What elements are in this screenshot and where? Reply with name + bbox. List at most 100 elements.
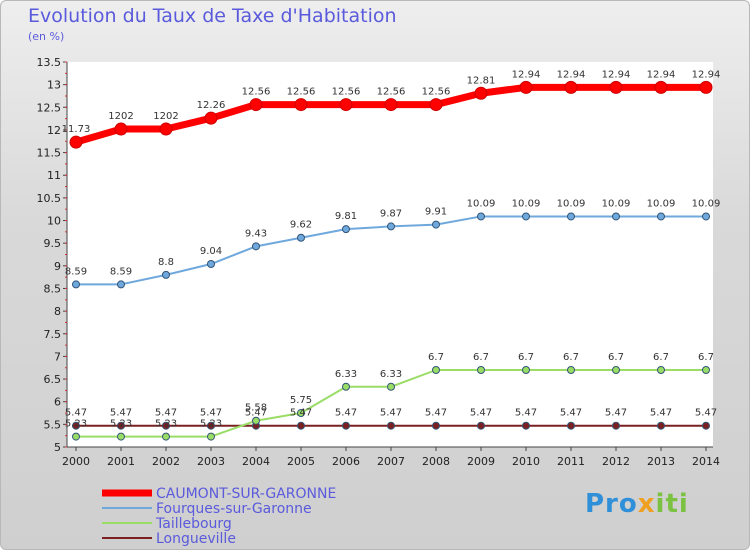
- y-tick-label: 12.5: [37, 101, 62, 114]
- data-point: [564, 80, 578, 94]
- data-point: [159, 122, 173, 136]
- data-label: 5.47: [110, 408, 132, 419]
- data-label: 9.91: [425, 207, 447, 218]
- data-label: 12.94: [647, 69, 676, 80]
- x-tick-label: 2005: [287, 455, 315, 468]
- data-label: 6.7: [518, 352, 534, 363]
- data-point: [654, 80, 668, 94]
- data-label: 5.47: [695, 408, 717, 419]
- data-point: [72, 280, 80, 289]
- data-point: [702, 212, 710, 221]
- data-point: [432, 366, 440, 374]
- data-point: [162, 270, 170, 279]
- data-label: 5.47: [290, 408, 312, 419]
- x-tick-label: 2007: [377, 455, 405, 468]
- y-tick-label: 11.5: [37, 147, 62, 160]
- data-label: 6.33: [380, 369, 402, 380]
- data-point: [114, 122, 128, 136]
- y-tick-label: 7: [54, 350, 61, 363]
- data-point: [297, 233, 305, 242]
- y-tick-label: 6.5: [44, 373, 62, 386]
- data-point: [702, 421, 710, 430]
- data-point: [207, 260, 215, 269]
- legend-label: CAUMONT-SUR-GARONNE: [156, 486, 336, 502]
- data-point: [252, 242, 260, 251]
- data-point: [342, 225, 350, 234]
- data-label: 5.47: [425, 408, 447, 419]
- data-label: 9.87: [380, 208, 402, 219]
- x-tick-label: 2004: [242, 455, 270, 468]
- data-label: 12.56: [422, 87, 451, 98]
- y-tick-label: 7.5: [44, 328, 62, 341]
- data-label: 5.47: [605, 408, 627, 419]
- data-point: [297, 421, 305, 430]
- x-tick-label: 2014: [692, 455, 720, 468]
- x-tick-label: 2013: [647, 455, 675, 468]
- data-point: [657, 212, 665, 221]
- y-tick-label: 9: [54, 260, 61, 273]
- data-point: [477, 421, 485, 430]
- data-point: [519, 80, 533, 94]
- data-point: [474, 86, 488, 100]
- data-point: [339, 98, 353, 112]
- data-label: 9.81: [335, 211, 357, 222]
- data-label: 5.23: [65, 419, 87, 430]
- data-point: [657, 421, 665, 430]
- data-label: 12.26: [197, 100, 226, 111]
- x-tick-label: 2009: [467, 455, 495, 468]
- data-point: [387, 222, 395, 231]
- data-label: 6.7: [563, 352, 579, 363]
- x-tick-label: 2000: [62, 455, 90, 468]
- data-label: 12.94: [557, 69, 586, 80]
- data-point: [69, 135, 83, 149]
- data-point: [609, 80, 623, 94]
- data-point: [252, 416, 260, 425]
- data-point: [522, 366, 530, 374]
- x-tick-label: 2008: [422, 455, 450, 468]
- data-point: [429, 98, 443, 112]
- data-label: 5.47: [155, 408, 177, 419]
- data-label: 6.7: [653, 352, 669, 363]
- data-point: [117, 280, 125, 289]
- data-label: 10.09: [512, 198, 541, 209]
- data-label: 12.56: [287, 87, 316, 98]
- legend-label: Taillebourg: [155, 516, 232, 532]
- data-point: [612, 366, 620, 374]
- data-label: 10.09: [692, 198, 721, 209]
- data-point: [117, 432, 125, 441]
- data-label: 8.8: [158, 257, 174, 268]
- y-tick-label: 12: [47, 124, 61, 137]
- data-label: 12.81: [467, 75, 496, 86]
- data-point: [207, 432, 215, 441]
- chart-unit: (en %): [28, 30, 65, 43]
- data-label: 12.56: [332, 87, 361, 98]
- x-tick-label: 2012: [602, 455, 630, 468]
- data-label: 6.7: [473, 352, 489, 363]
- data-point: [657, 366, 665, 374]
- data-label: 11.73: [62, 124, 91, 135]
- data-label: 8.59: [65, 266, 87, 277]
- data-point: [249, 98, 263, 112]
- legend-label: Longueville: [156, 531, 236, 547]
- data-label: 5.23: [200, 419, 222, 430]
- data-point: [162, 421, 170, 430]
- data-label: 5.23: [155, 419, 177, 430]
- y-tick-label: 10.5: [37, 192, 62, 205]
- data-label: 5.23: [110, 419, 132, 430]
- data-label: 5.58: [245, 403, 267, 414]
- legend-label: Fourques-sur-Garonne: [156, 501, 312, 517]
- data-label: 10.09: [557, 198, 586, 209]
- data-label: 9.62: [290, 220, 312, 231]
- data-point: [162, 432, 170, 441]
- data-point: [522, 212, 530, 221]
- data-point: [342, 382, 350, 391]
- y-tick-label: 8: [54, 305, 61, 318]
- chart-title: Evolution du Taux de Taxe d'Habitation: [28, 5, 397, 27]
- data-point: [384, 98, 398, 112]
- data-point: [72, 432, 80, 441]
- data-point: [477, 212, 485, 221]
- data-label: 8.59: [110, 266, 132, 277]
- data-point: [432, 421, 440, 430]
